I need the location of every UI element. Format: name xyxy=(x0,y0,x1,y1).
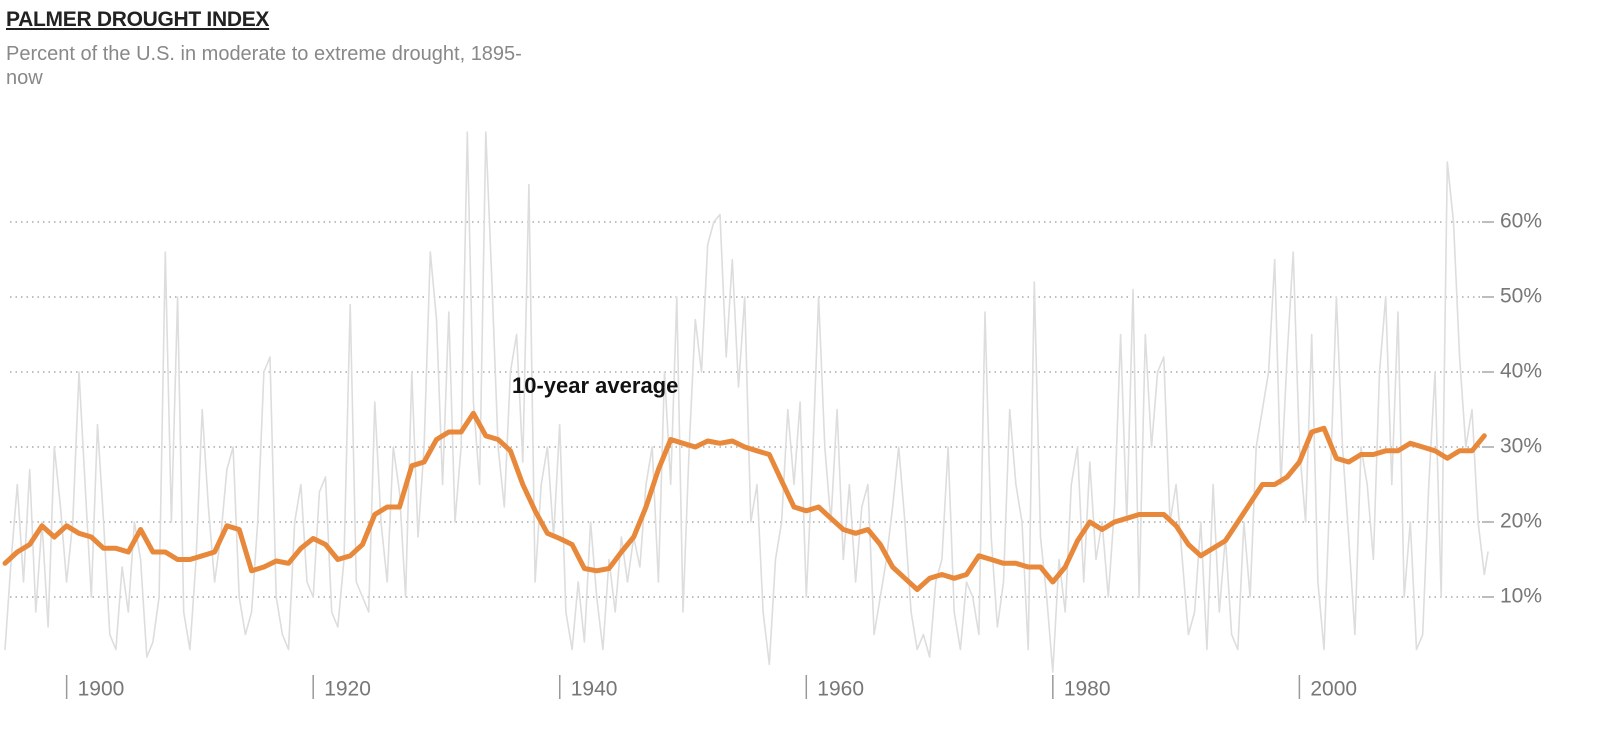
chart-title: PALMER DROUGHT INDEX xyxy=(6,8,270,31)
y-tick-label: 20% xyxy=(1500,510,1542,533)
x-tick-label: 1920 xyxy=(324,678,371,701)
chart-subtitle: Percent of the U.S. in moderate to extre… xyxy=(6,43,522,89)
x-tick-label: 1940 xyxy=(571,678,618,701)
annotation: 10-year average xyxy=(512,373,678,398)
y-tick-label: 60% xyxy=(1500,210,1542,233)
x-tick-label: 2000 xyxy=(1310,678,1357,701)
y-tick-label: 30% xyxy=(1500,435,1542,458)
x-tick-label: 1980 xyxy=(1064,678,1111,701)
series-line xyxy=(4,131,1489,673)
y-tick-label: 40% xyxy=(1500,360,1542,383)
series-line xyxy=(2,410,1487,592)
y-tick-label: 50% xyxy=(1500,285,1542,308)
x-tick-label: 1900 xyxy=(78,678,125,701)
y-tick-label: 10% xyxy=(1500,585,1542,608)
x-tick-label: 1960 xyxy=(817,678,864,701)
